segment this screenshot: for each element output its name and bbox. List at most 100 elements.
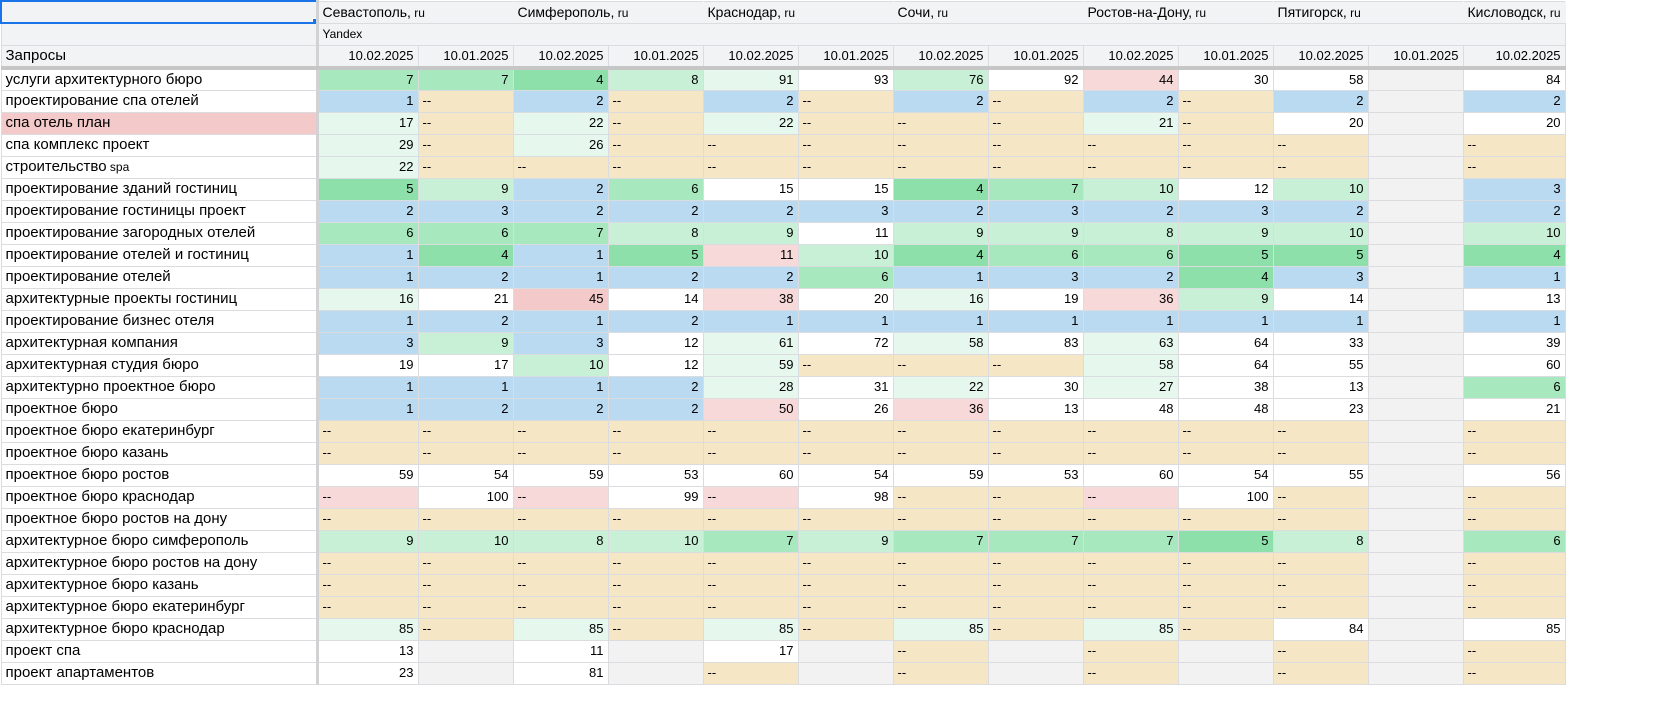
date-header[interactable]: 10.01.2025 xyxy=(797,44,894,70)
city-header[interactable]: Кисловодск, ru xyxy=(1462,0,1566,24)
position-cell[interactable]: 2 xyxy=(512,397,609,421)
date-header[interactable]: 10.02.2025 xyxy=(892,44,989,70)
position-cell[interactable] xyxy=(417,661,514,685)
position-cell[interactable]: 7 xyxy=(512,221,609,245)
position-cell[interactable]: -- xyxy=(512,551,609,575)
position-cell[interactable]: 81 xyxy=(512,661,609,685)
position-cell[interactable]: 1 xyxy=(512,309,609,333)
position-cell[interactable]: 2 xyxy=(607,397,704,421)
query-cell[interactable]: архитектурное бюро казань xyxy=(0,573,318,597)
position-cell[interactable]: 2 xyxy=(315,199,419,223)
position-cell[interactable] xyxy=(1367,485,1464,509)
query-cell[interactable]: проектирование зданий гостиниц xyxy=(0,177,318,201)
position-cell[interactable]: 9 xyxy=(1177,221,1274,245)
position-cell[interactable]: 1 xyxy=(315,89,419,113)
position-cell[interactable] xyxy=(1367,309,1464,333)
position-cell[interactable]: 27 xyxy=(1082,375,1179,399)
position-cell[interactable]: 19 xyxy=(987,287,1084,311)
position-cell[interactable]: 1 xyxy=(512,375,609,399)
position-cell[interactable]: 59 xyxy=(892,463,989,487)
position-cell[interactable]: -- xyxy=(1462,419,1566,443)
position-cell[interactable]: 10 xyxy=(512,353,609,377)
position-cell[interactable]: -- xyxy=(1177,419,1274,443)
date-header[interactable]: 10.01.2025 xyxy=(1367,44,1464,70)
position-cell[interactable] xyxy=(607,639,704,663)
position-cell[interactable]: 84 xyxy=(1462,67,1566,91)
query-cell[interactable]: проектирование бизнес отеля xyxy=(0,309,318,333)
position-cell[interactable]: 2 xyxy=(607,265,704,289)
selected-cell[interactable] xyxy=(0,0,318,24)
position-cell[interactable]: 53 xyxy=(607,463,704,487)
position-cell[interactable]: 8 xyxy=(607,67,704,91)
position-cell[interactable]: -- xyxy=(417,573,514,597)
position-cell[interactable]: -- xyxy=(702,595,799,619)
position-cell[interactable]: 2 xyxy=(512,199,609,223)
position-cell[interactable]: -- xyxy=(1177,155,1274,179)
position-cell[interactable]: 1 xyxy=(512,265,609,289)
position-cell[interactable]: 36 xyxy=(1082,287,1179,311)
position-cell[interactable] xyxy=(1367,111,1464,135)
position-cell[interactable]: 76 xyxy=(892,67,989,91)
position-cell[interactable] xyxy=(1367,155,1464,179)
position-cell[interactable]: 9 xyxy=(987,221,1084,245)
position-cell[interactable]: 3 xyxy=(417,199,514,223)
position-cell[interactable]: 54 xyxy=(1177,463,1274,487)
position-cell[interactable]: 85 xyxy=(702,617,799,641)
position-cell[interactable]: 45 xyxy=(512,287,609,311)
position-cell[interactable]: 8 xyxy=(512,529,609,553)
position-cell[interactable]: 1 xyxy=(315,397,419,421)
query-cell[interactable]: проектное бюро краснодар xyxy=(0,485,318,509)
position-cell[interactable]: -- xyxy=(417,89,514,113)
position-cell[interactable]: 7 xyxy=(987,529,1084,553)
query-cell[interactable]: проектное бюро екатеринбург xyxy=(0,419,318,443)
position-cell[interactable]: 3 xyxy=(315,331,419,355)
position-cell[interactable]: 9 xyxy=(797,529,894,553)
position-cell[interactable]: -- xyxy=(1272,133,1369,157)
position-cell[interactable]: 58 xyxy=(892,331,989,355)
position-cell[interactable]: 2 xyxy=(1082,199,1179,223)
position-cell[interactable]: 60 xyxy=(702,463,799,487)
position-cell[interactable]: -- xyxy=(987,595,1084,619)
position-cell[interactable]: 20 xyxy=(1462,111,1566,135)
position-cell[interactable]: 8 xyxy=(1272,529,1369,553)
position-cell[interactable] xyxy=(1177,639,1274,663)
position-cell[interactable]: 3 xyxy=(1177,199,1274,223)
position-cell[interactable]: 2 xyxy=(417,397,514,421)
position-cell[interactable]: 2 xyxy=(892,89,989,113)
position-cell[interactable]: -- xyxy=(892,507,989,531)
position-cell[interactable]: 33 xyxy=(1272,331,1369,355)
position-cell[interactable]: 4 xyxy=(512,67,609,91)
position-cell[interactable] xyxy=(797,661,894,685)
position-cell[interactable]: -- xyxy=(987,155,1084,179)
position-cell[interactable]: 84 xyxy=(1272,617,1369,641)
position-cell[interactable]: 2 xyxy=(607,375,704,399)
position-cell[interactable]: -- xyxy=(417,551,514,575)
position-cell[interactable]: -- xyxy=(987,441,1084,465)
position-cell[interactable]: 38 xyxy=(702,287,799,311)
position-cell[interactable]: 60 xyxy=(1462,353,1566,377)
position-cell[interactable]: 1 xyxy=(1272,309,1369,333)
position-cell[interactable]: -- xyxy=(1177,551,1274,575)
position-cell[interactable] xyxy=(1367,551,1464,575)
position-cell[interactable]: -- xyxy=(417,595,514,619)
position-cell[interactable]: -- xyxy=(892,419,989,443)
queries-header[interactable]: Запросы xyxy=(0,44,318,70)
position-cell[interactable]: 1 xyxy=(315,375,419,399)
query-cell[interactable]: проектирование отелей xyxy=(0,265,318,289)
position-cell[interactable]: -- xyxy=(1082,639,1179,663)
position-cell[interactable]: -- xyxy=(1082,595,1179,619)
position-cell[interactable]: 1 xyxy=(315,309,419,333)
position-cell[interactable]: -- xyxy=(1462,595,1566,619)
position-cell[interactable]: -- xyxy=(892,639,989,663)
position-cell[interactable]: 10 xyxy=(1272,221,1369,245)
position-cell[interactable]: -- xyxy=(607,595,704,619)
position-cell[interactable]: -- xyxy=(1462,639,1566,663)
date-header[interactable]: 10.01.2025 xyxy=(987,44,1084,70)
position-cell[interactable]: 7 xyxy=(417,67,514,91)
position-cell[interactable]: 1 xyxy=(1177,309,1274,333)
position-cell[interactable]: -- xyxy=(702,573,799,597)
position-cell[interactable]: -- xyxy=(1177,89,1274,113)
position-cell[interactable] xyxy=(1367,573,1464,597)
position-cell[interactable] xyxy=(1367,243,1464,267)
position-cell[interactable] xyxy=(1367,133,1464,157)
